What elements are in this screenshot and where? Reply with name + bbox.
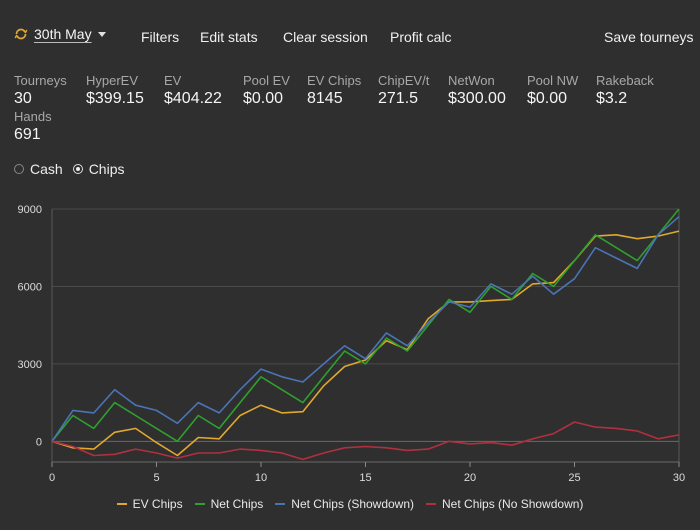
radio-chips[interactable]: Chips: [72, 161, 125, 177]
stat-pool-nw: Pool NW $0.00: [527, 74, 578, 108]
legend-item[interactable]: Net Chips: [194, 497, 264, 511]
stat-value: $0.00: [527, 90, 568, 107]
stat-label: EV: [164, 73, 182, 88]
stat-chipev-per-tourney: ChipEV/t 271.5: [378, 74, 429, 108]
series-line-net-chips: [51, 208, 680, 443]
stat-value: 271.5: [378, 90, 419, 107]
date-label[interactable]: 30th May: [34, 26, 92, 42]
y-tick-label: 9000: [18, 204, 42, 216]
legend-item[interactable]: Net Chips (No Showdown): [426, 497, 583, 511]
stat-pool-ev: Pool EV $0.00: [243, 74, 290, 108]
chart-series: [51, 208, 680, 461]
filters-button[interactable]: Filters: [141, 29, 180, 45]
x-tick-label: 5: [153, 472, 159, 484]
legend-label: Net Chips (Showdown): [291, 497, 415, 511]
legend-label: EV Chips: [132, 497, 183, 511]
stat-ev-chips: EV Chips 8145: [307, 74, 361, 108]
radio-unchecked-icon[interactable]: [14, 164, 24, 174]
x-tick-label: 30: [673, 472, 685, 484]
series-line-net-chips-no-showdown: [51, 421, 680, 461]
stat-label: Rakeback: [596, 73, 654, 88]
x-tick-label: 25: [568, 472, 580, 484]
stat-value: 691: [14, 126, 41, 143]
legend-label: Net Chips (No Showdown): [442, 497, 584, 511]
stat-label: Hands: [14, 109, 52, 124]
legend-swatch: [426, 503, 437, 505]
y-tick-label: 0: [36, 436, 42, 448]
legend-swatch: [275, 503, 286, 505]
legend-item[interactable]: Net Chips (Showdown): [275, 497, 414, 511]
stat-value: 8145: [307, 90, 343, 107]
stat-label: ChipEV/t: [378, 73, 430, 88]
stat-label: Tourneys: [14, 73, 67, 88]
legend-swatch: [194, 503, 205, 505]
stat-ev: EV $404.22: [164, 74, 222, 108]
radio-checked-icon[interactable]: [72, 164, 83, 174]
stat-label: EV Chips: [307, 73, 362, 88]
x-tick-label: 20: [464, 472, 476, 484]
refresh-icon[interactable]: [14, 27, 28, 41]
series-line-net-chips-showdown: [51, 216, 680, 442]
stat-label: Pool NW: [527, 73, 579, 88]
legend-item[interactable]: EV Chips: [116, 497, 183, 511]
x-tick-label: 15: [359, 472, 371, 484]
chart-legend: EV Chips Net Chips Net Chips (Showdown) Net…: [0, 497, 700, 511]
stat-label: Pool EV: [243, 73, 290, 88]
radio-label: Cash: [30, 161, 63, 177]
save-tourneys-button[interactable]: Save tourneys: [604, 29, 694, 45]
chips-line-chart: 0 3000 6000 9000 0 5 10 15 20 25 30: [18, 204, 686, 484]
stat-hands: Hands 691: [14, 110, 52, 144]
view-mode-toggle: Cash Chips: [14, 161, 134, 177]
stat-value: $404.22: [164, 90, 222, 107]
radio-cash[interactable]: Cash: [14, 161, 63, 177]
x-tick-label: 0: [49, 472, 55, 484]
stat-label: NetWon: [448, 73, 495, 88]
stat-value: 30: [14, 90, 32, 107]
stat-value: $300.00: [448, 90, 506, 107]
stat-netwon: NetWon $300.00: [448, 74, 506, 108]
stat-value: $3.2: [596, 90, 628, 107]
y-tick-label: 3000: [18, 359, 42, 371]
stat-label: HyperEV: [86, 73, 139, 88]
chevron-down-icon[interactable]: [97, 31, 106, 37]
edit-stats-button[interactable]: Edit stats: [200, 29, 258, 45]
y-tick-label: 6000: [18, 281, 42, 293]
x-tick-label: 10: [255, 472, 267, 484]
chart-axes: 0 3000 6000 9000 0 5 10 15 20 25 30: [18, 204, 686, 484]
clear-session-button[interactable]: Clear session: [283, 29, 368, 45]
stat-hyperev: HyperEV $399.15: [86, 74, 144, 108]
legend-label: Net Chips: [210, 497, 264, 511]
stat-value: $0.00: [243, 90, 284, 107]
stat-tourneys: Tourneys 30: [14, 74, 67, 108]
radio-label: Chips: [88, 161, 125, 177]
stat-rakeback: Rakeback $3.2: [596, 74, 654, 108]
toolbar: 30th May Filters Edit stats Clear sessio…: [0, 0, 700, 60]
date-selector[interactable]: 30th May: [14, 26, 106, 42]
stat-value: $399.15: [86, 90, 144, 107]
profit-calc-button[interactable]: Profit calc: [390, 29, 452, 45]
legend-swatch: [116, 503, 127, 505]
